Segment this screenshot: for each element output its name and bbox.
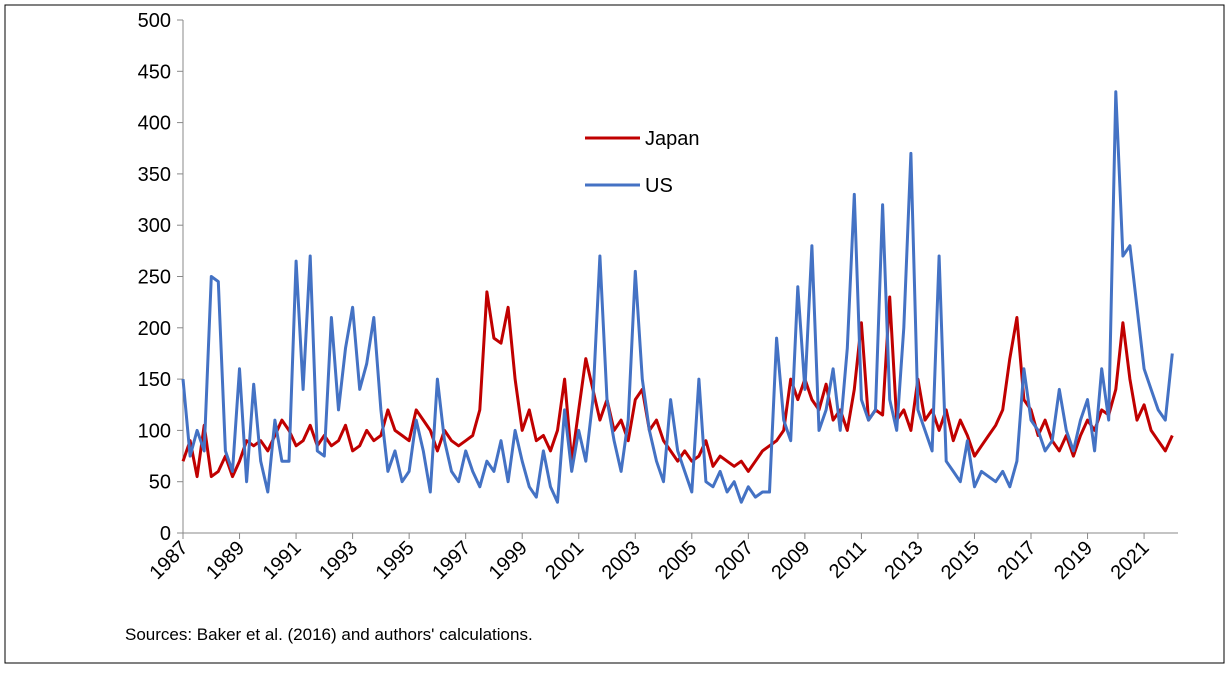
series-line: [181, 90, 1174, 504]
frame: [4, 4, 1225, 664]
x-tick-label: 1991: [259, 537, 306, 584]
x-tick-label: 2009: [767, 537, 814, 584]
y-tick-label: 500: [138, 10, 171, 32]
legend-label: Japan: [645, 128, 700, 150]
y-tick-label: 350: [138, 164, 171, 186]
x-tick-label: 2017: [994, 537, 1041, 584]
y-tick-label: 50: [149, 472, 171, 494]
x-tick-label: 1999: [485, 537, 532, 584]
x-tick-label: 1995: [372, 537, 419, 584]
y-tick-label: 200: [138, 318, 171, 340]
x-tick-label: 2013: [880, 537, 927, 584]
y-tick-label: 450: [138, 61, 171, 83]
x-tick-label: 1989: [202, 537, 249, 584]
x-tick-label: 2011: [825, 537, 871, 583]
source-note: Sources: Baker et al. (2016) and authors…: [125, 625, 533, 644]
x-tick-label: 1987: [146, 537, 193, 584]
x-tick-label: 2021: [1107, 537, 1154, 584]
x-tick-label: 2003: [598, 537, 645, 584]
x-tick-label: 2019: [1050, 537, 1097, 584]
y-tick-label: 400: [138, 113, 171, 135]
y-tick-label: 0: [160, 523, 171, 545]
y-tick-label: 100: [138, 420, 171, 442]
x-tick-label: 1997: [428, 537, 475, 584]
legend-label: US: [645, 175, 673, 197]
x-tick-label: 1993: [315, 537, 362, 584]
x-tick-label: 2001: [541, 537, 588, 584]
x-tick-label: 2007: [711, 537, 758, 584]
y-tick-label: 300: [138, 215, 171, 237]
series-line: [181, 290, 1174, 479]
y-tick-label: 250: [138, 267, 171, 289]
x-tick-label: 2005: [654, 537, 701, 584]
y-tick-label: 150: [138, 369, 171, 391]
x-tick-label: 2015: [937, 537, 984, 584]
